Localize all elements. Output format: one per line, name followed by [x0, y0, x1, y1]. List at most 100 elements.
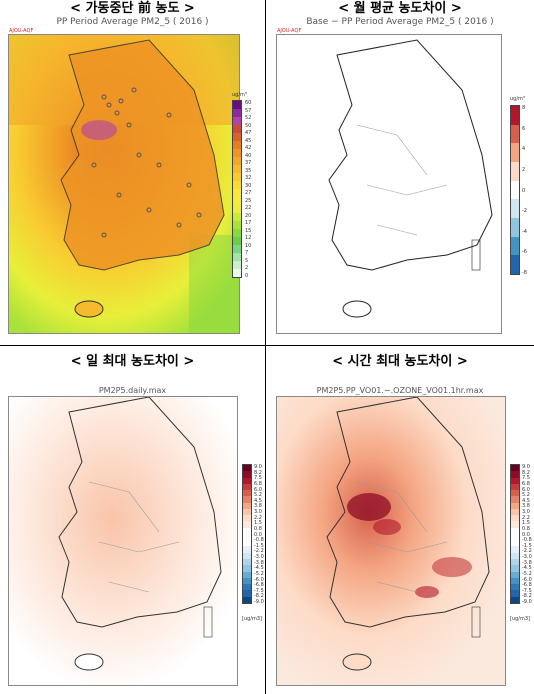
colorbar-tick-label: -5.2 [522, 570, 532, 577]
colorbar-tick-label: 60 [245, 100, 252, 106]
colorbar-tick-label: 2.2 [522, 514, 530, 521]
colorbar-tick-label: -9.0 [254, 599, 264, 605]
colorbar-segment [511, 490, 519, 497]
colorbar-tick-label: 0 [245, 273, 249, 279]
colorbar-tick-label: -6.0 [522, 576, 532, 583]
colorbar-segment [511, 552, 519, 559]
colorbar-segment [511, 558, 519, 566]
colorbar-tick-label: -4.5 [254, 565, 264, 572]
colorbar-segment [511, 124, 519, 144]
colorbar-segment [233, 261, 241, 269]
colorbar-tick-label: 12 [245, 235, 252, 242]
colorbar-tick-label: 6.0 [522, 486, 530, 493]
colorbar-segment [511, 465, 519, 472]
map-title: PP Period Average PM2_5 ( 2016 ) [56, 17, 209, 27]
colorbar-segment [243, 565, 251, 572]
colorbar-ticks: 9.0 8.2 7.5 6.8 6.0 5.2 4.5 3.8 3.0 2.2 1.5 0.8 0.0-… [254, 464, 266, 605]
colorbar [232, 100, 242, 278]
colorbar-tick-label: 45 [245, 137, 252, 144]
colorbar-tick-label: 32 [245, 175, 252, 182]
colorbar-tick-label: 0.8 [254, 525, 262, 532]
colorbar-tick-label: -1.5 [254, 542, 264, 549]
colorbar-tick-label: 2 [245, 265, 249, 272]
colorbar-tick-label: 15 [245, 227, 252, 234]
colorbar-tick-label: 10 [245, 242, 252, 249]
model-logo: AJOU-AQF [277, 28, 302, 34]
map-title: PM2P5.daily.max [98, 386, 167, 395]
colorbar-segment [243, 527, 251, 534]
colorbar-tick-label: 7.5 [522, 475, 530, 482]
colorbar [510, 464, 520, 604]
colorbar-tick-label: 2 [522, 166, 526, 173]
panel-heading: < 월 평균 농도차이 > [338, 1, 462, 16]
colorbar-segment [243, 483, 251, 491]
colorbar-tick-label: 27 [245, 190, 252, 197]
colorbar-segment [243, 515, 251, 522]
colorbar-tick-label: 8 [522, 105, 526, 111]
colorbar-tick-label: 30 [245, 182, 252, 189]
colorbar-segment [233, 189, 241, 197]
colorbar-unit: ug/m³ [232, 92, 247, 98]
colorbar-tick-label: 7.5 [254, 475, 262, 482]
colorbar-tick-label: -7.5 [254, 587, 264, 594]
colorbar-ticks: 9.0 8.2 7.5 6.8 6.0 5.2 4.5 3.8 3.0 2.2 1.5 0.8 0.0-… [522, 464, 534, 605]
colorbar-tick-label: -7.5 [522, 587, 532, 594]
colorbar-segment [511, 527, 519, 534]
colorbar-tick-label: 9.0 [522, 464, 530, 470]
colorbar-ticks: 8 6 4 2 0 -2 -4 -6 -8 [522, 105, 534, 276]
model-logo: AJOU-AQF [9, 28, 34, 34]
colorbar-tick-label: 7 [245, 250, 249, 257]
colorbar-segment [511, 521, 519, 528]
colorbar-segment [233, 229, 241, 237]
vertical-divider [265, 0, 266, 694]
colorbar-tick-label: -5.2 [254, 570, 264, 577]
colorbar-tick-label: 17 [245, 220, 252, 227]
colorbar-segment [233, 125, 241, 133]
colorbar-segment [243, 590, 251, 597]
colorbar-tick-label: -4 [522, 228, 527, 235]
colorbar-tick-label: 3.8 [522, 503, 530, 510]
colorbar-tick-label: -0.8 [522, 537, 532, 544]
colorbar-segment [511, 577, 519, 585]
colorbar-tick-label: -4.5 [522, 565, 532, 572]
colorbar-tick-label: 52 [245, 115, 252, 122]
colorbar-tick-label: 0.8 [522, 525, 530, 532]
colorbar-tick-label: 0.0 [254, 531, 262, 538]
colorbar-segment [511, 180, 519, 200]
colorbar-tick-label: -6.0 [254, 576, 264, 583]
colorbar-segment [233, 133, 241, 141]
colorbar-unit: ug/m³ [510, 96, 525, 102]
colorbar-segment [511, 502, 519, 509]
colorbar-segment [243, 571, 251, 578]
colorbar-segment [233, 165, 241, 173]
colorbar-segment [233, 181, 241, 189]
colorbar-segment [243, 465, 251, 472]
colorbar-segment [243, 521, 251, 528]
colorbar-segment [233, 141, 241, 149]
panel-bottom-left: < 일 최대 농도차이 > PM2P5.daily.max 9.0 8.2 7.5 [0, 346, 265, 694]
colorbar-segment [511, 143, 519, 162]
colorbar-tick-label: -3.0 [522, 554, 532, 560]
colorbar-tick-label: 1.5 [254, 520, 262, 527]
colorbar-tick-label: 8.2 [522, 469, 530, 476]
colorbar-segment [511, 546, 519, 553]
colorbar-segment [233, 253, 241, 261]
colorbar-tick-label: -2 [522, 208, 527, 215]
colorbar-tick-label: 0 [522, 187, 526, 194]
colorbar-segment [243, 502, 251, 509]
concentration-map [9, 35, 239, 333]
colorbar-tick-label: 40 [245, 152, 252, 159]
panel-top-left: < 가동중단 前 농도 > PP Period Average PM2_5 ( … [0, 0, 265, 345]
colorbar-tick-label: -8 [522, 270, 527, 276]
colorbar [510, 105, 520, 275]
colorbar-segment [233, 149, 241, 157]
colorbar-tick-label: 35 [245, 167, 252, 174]
colorbar-segment [511, 199, 519, 218]
colorbar-segment [511, 477, 519, 484]
colorbar-tick-label: 9.0 [254, 464, 262, 470]
colorbar-tick-label: 8.2 [254, 469, 262, 476]
colorbar-segment [511, 255, 519, 274]
colorbar-segment [243, 490, 251, 497]
colorbar-tick-label: 22 [245, 205, 252, 212]
colorbar-tick-label: 0.0 [522, 531, 530, 538]
